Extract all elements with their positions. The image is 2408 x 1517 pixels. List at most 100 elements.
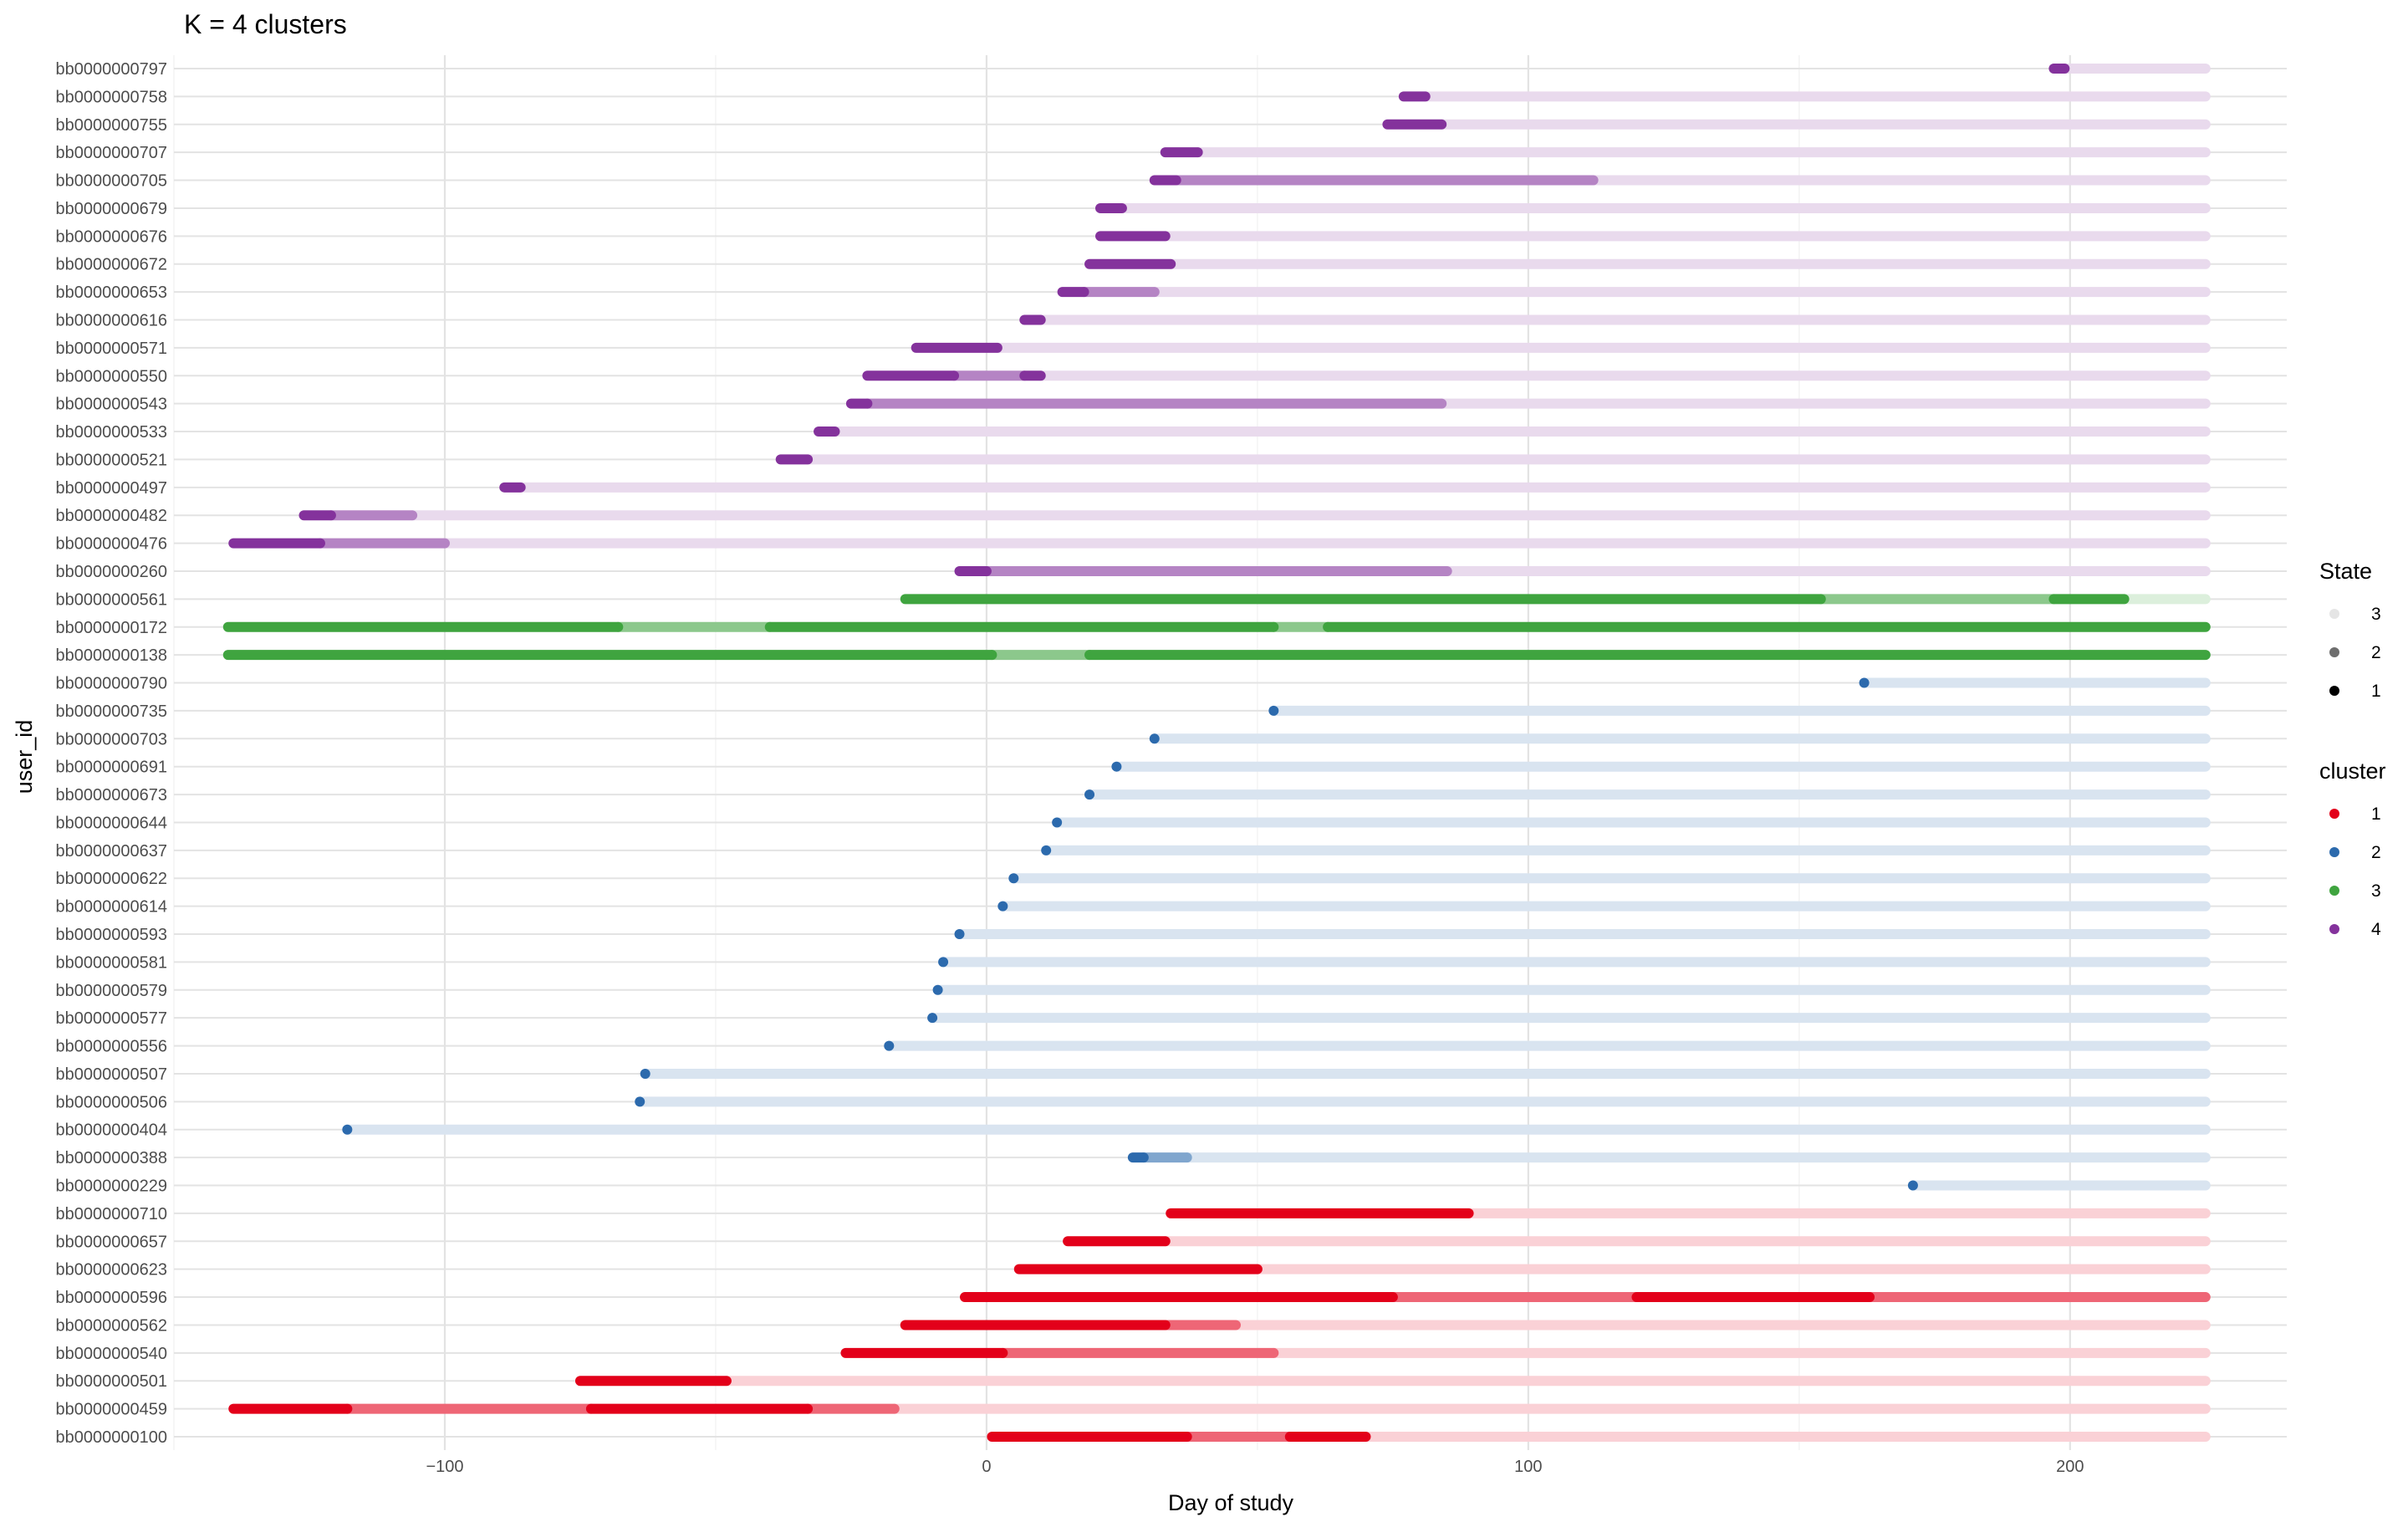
y-tick-label: bb0000000758 [56,88,167,106]
user-row [1052,817,2211,828]
state-1-point [927,1013,938,1024]
state-1-point [1052,817,1063,828]
legend-cluster-label: 3 [2371,881,2381,901]
y-tick-label: bb0000000497 [56,479,167,498]
state-1-point [932,984,943,995]
y-tick-label: bb0000000501 [56,1372,167,1391]
state-1-point [997,901,1008,912]
y-tick-label: bb0000000644 [56,814,167,832]
y-axis-ticks: bb0000000100 bb0000000459 bb0000000501 bb00… [56,60,167,1447]
y-tick-label: bb0000000579 [56,982,167,1000]
plot-area [222,64,2211,1442]
user-row [1907,1180,2211,1191]
y-tick-label: bb0000000637 [56,842,167,861]
x-tick-label: 0 [982,1458,991,1476]
y-tick-label: bb0000000735 [56,702,167,721]
y-tick-label: bb0000000507 [56,1065,167,1084]
y-tick-label: bb0000000797 [56,60,167,79]
y-tick-label: bb0000000556 [56,1038,167,1056]
y-tick-label: bb0000000653 [56,283,167,302]
user-row [932,984,2211,995]
legend-cluster-label: 1 [2371,804,2381,824]
y-tick-label: bb0000000755 [56,116,167,135]
state-1-point [1111,761,1122,772]
y-tick-label: bb0000000172 [56,619,167,637]
y-tick-label: bb0000000703 [56,730,167,748]
user-row [635,1096,2211,1107]
y-tick-label: bb0000000705 [56,172,167,191]
legend-state-label: 2 [2371,643,2381,662]
legend-cluster-key [2329,924,2339,934]
y-tick-label: bb0000000657 [56,1233,167,1251]
state-1-point [635,1096,645,1107]
legend-state: State 3 2 1 [2319,559,2381,701]
x-axis-ticks: −100 0 100 200 [426,1458,2084,1476]
y-tick-label: bb0000000540 [56,1345,167,1363]
user-row [954,929,2211,940]
legend-state-label: 3 [2371,605,2381,624]
y-tick-label: bb0000000521 [56,451,167,469]
y-tick-label: bb0000000100 [56,1428,167,1447]
state-1-point [1268,705,1279,716]
user-row [1859,677,2211,688]
y-tick-label: bb0000000138 [56,646,167,665]
x-tick-label: 200 [2056,1458,2084,1476]
y-tick-label: bb0000000482 [56,507,167,525]
state-1-point [1907,1180,1918,1191]
state-1-point [954,929,965,940]
y-tick-label: bb0000000476 [56,535,167,554]
y-tick-label: bb0000000710 [56,1205,167,1223]
state-1-point [342,1124,353,1135]
legend-cluster-key [2329,809,2339,819]
legend-state-key [2329,609,2339,619]
user-row [1084,789,2211,800]
y-tick-label: bb0000000388 [56,1149,167,1167]
y-tick-label: bb0000000673 [56,786,167,804]
legend-cluster-key [2329,886,2339,896]
y-tick-label: bb0000000404 [56,1121,167,1140]
chart-title: K = 4 clusters [184,9,347,39]
y-tick-label: bb0000000577 [56,1009,167,1028]
y-tick-label: bb0000000593 [56,926,167,944]
y-tick-label: bb0000000506 [56,1093,167,1111]
y-tick-label: bb0000000676 [56,227,167,246]
legend-cluster-label: 2 [2371,843,2381,862]
user-row [884,1040,2211,1051]
y-tick-label: bb0000000561 [56,590,167,609]
legend-state-key [2329,647,2339,657]
y-tick-label: bb0000000614 [56,898,167,917]
user-row [927,1013,2211,1024]
y-tick-label: bb0000000622 [56,870,167,888]
y-tick-label: bb0000000691 [56,758,167,777]
y-tick-label: bb0000000571 [56,340,167,358]
legend-cluster-key [2329,847,2339,857]
user-row [342,1124,2211,1135]
y-tick-label: bb0000000543 [56,396,167,414]
y-tick-label: bb0000000550 [56,367,167,386]
y-tick-label: bb0000000596 [56,1289,167,1307]
x-tick-label: 100 [1514,1458,1542,1476]
user-row [938,957,2211,968]
user-row [1111,761,2211,772]
state-1-point [938,957,949,968]
user-row [997,901,2211,912]
user-row [1008,873,2211,884]
legend-state-label: 1 [2371,682,2381,701]
y-tick-label: bb0000000707 [56,144,167,162]
y-tick-label: bb0000000229 [56,1177,167,1196]
legend-cluster-label: 4 [2371,920,2381,939]
y-tick-label: bb0000000616 [56,311,167,329]
y-tick-label: bb0000000562 [56,1316,167,1335]
legend-state-key [2329,686,2339,696]
x-axis-title: Day of study [1168,1490,1294,1515]
legend-cluster: cluster 1 2 3 4 [2319,758,2386,939]
state-1-point [1084,789,1095,800]
state-1-point [884,1040,895,1051]
y-tick-label: bb0000000533 [56,423,167,442]
state-1-point [640,1068,650,1079]
user-row [1041,845,2211,856]
user-row [1149,733,2211,744]
state-1-point [1149,733,1160,744]
